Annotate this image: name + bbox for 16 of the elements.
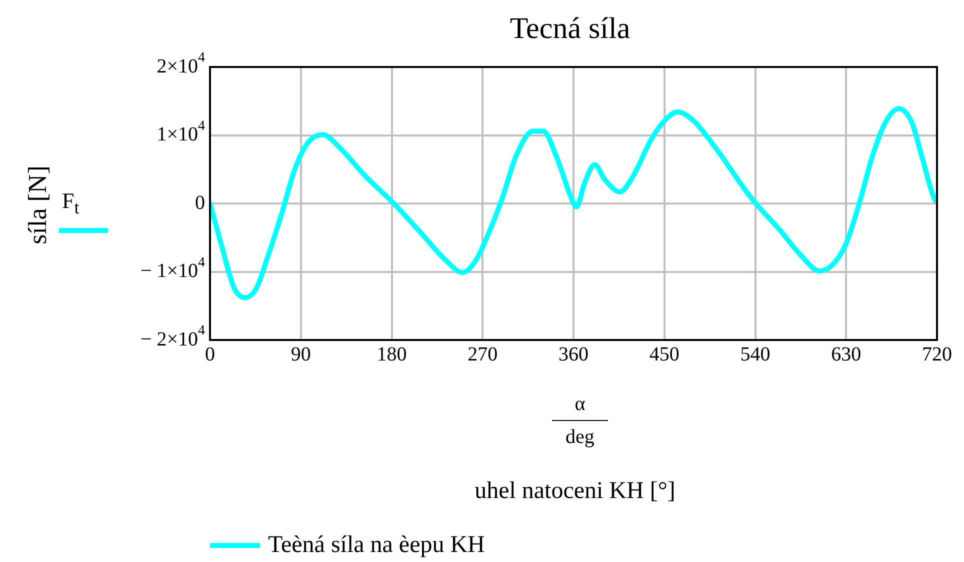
x-tick-label: 540 [740, 343, 770, 366]
x-tick-label: 270 [468, 343, 498, 366]
text: F$_{t}$ [62, 188, 80, 218]
x-tick-label: 630 [831, 343, 862, 366]
text: α [574, 392, 586, 416]
text: deg [564, 425, 596, 449]
x-axis-title: uhel natoceni KH [°] [474, 478, 676, 505]
y-tick-label: 0 [195, 192, 205, 214]
x-tick-label: 360 [558, 343, 588, 366]
x-tick-label: 720 [922, 343, 952, 366]
x-tick-label: 180 [376, 343, 407, 366]
chart-title: Tecná síla [508, 12, 632, 46]
x-tick-label: 450 [649, 343, 680, 366]
x-tick-label: 90 [290, 343, 311, 366]
legend-label: Teèná síla na èepu KH [268, 532, 485, 559]
y-axis-title: síla [N] [23, 166, 53, 244]
